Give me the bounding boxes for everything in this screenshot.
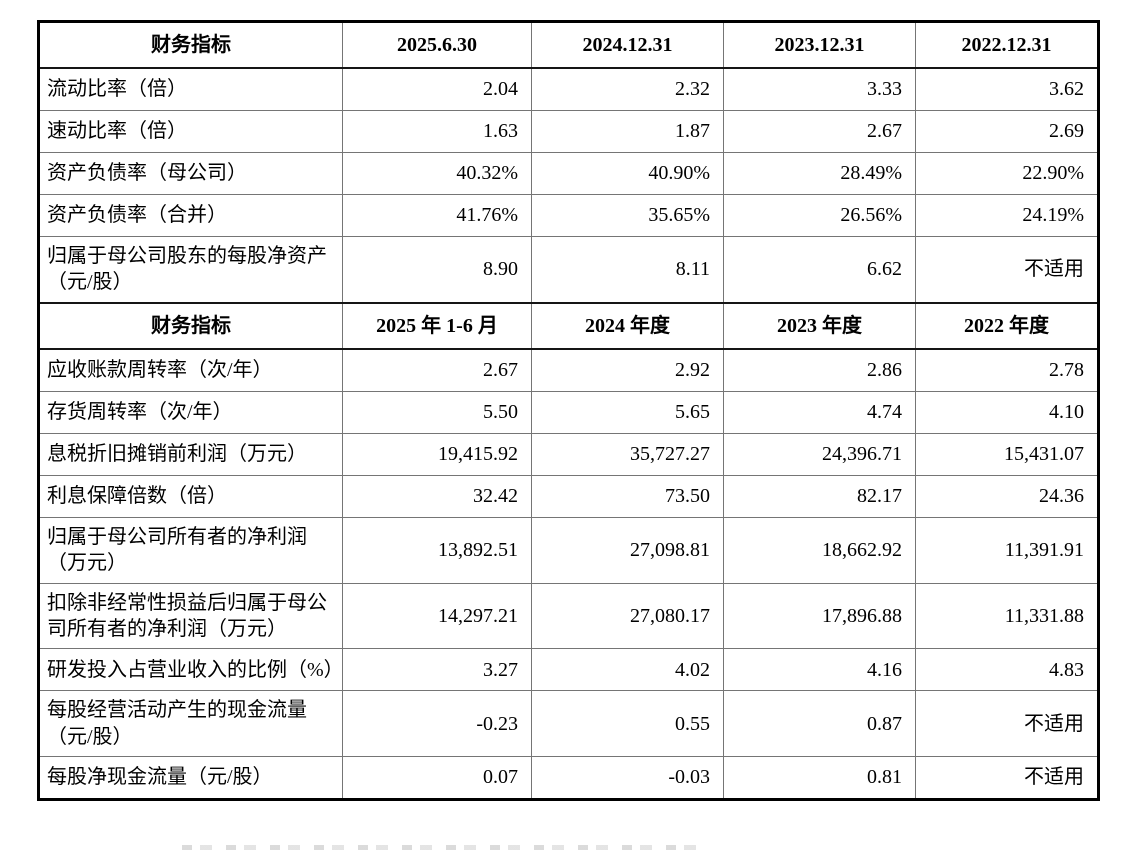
table-row: 应收账款周转率（次/年） 2.67 2.92 2.86 2.78 — [38, 348, 1099, 392]
cell-value: 2.86 — [723, 348, 916, 392]
header-col-date: 2024.12.31 — [531, 20, 724, 69]
table-row: 息税折旧摊销前利润（万元） 19,415.92 35,727.27 24,396… — [38, 432, 1099, 476]
row-label: 资产负债率（母公司） — [38, 152, 343, 195]
header-col-date: 2025.6.30 — [342, 20, 532, 69]
cell-value: 24.19% — [915, 194, 1099, 237]
cell-value: 24.36 — [915, 474, 1099, 518]
row-label: 归属于母公司所有者的净利润（万元） — [38, 516, 343, 584]
cell-value: 不适用 — [915, 235, 1099, 304]
header-col-date: 2023.12.31 — [723, 20, 916, 69]
cell-value: 1.87 — [531, 110, 724, 153]
table-header-row-periods: 财务指标 2025 年 1-6 月 2024 年度 2023 年度 2022 年… — [38, 301, 1099, 350]
table-row: 每股净现金流量（元/股） 0.07 -0.03 0.81 不适用 — [38, 756, 1099, 801]
row-label: 速动比率（倍） — [38, 110, 343, 153]
cell-value: 4.74 — [723, 390, 916, 434]
cell-value: 0.81 — [723, 756, 916, 801]
cell-value: 24,396.71 — [723, 432, 916, 476]
header-col-period: 2025 年 1-6 月 — [342, 301, 532, 350]
row-label: 研发投入占营业收入的比例（%） — [38, 648, 343, 692]
row-label: 资产负债率（合并） — [38, 194, 343, 237]
row-label: 归属于母公司股东的每股净资产（元/股） — [38, 235, 343, 304]
table-row: 存货周转率（次/年） 5.50 5.65 4.74 4.10 — [38, 390, 1099, 434]
table-row: 归属于母公司股东的每股净资产（元/股） 8.90 8.11 6.62 不适用 — [38, 235, 1099, 304]
cell-value: 40.32% — [342, 152, 532, 195]
row-label: 存货周转率（次/年） — [38, 390, 343, 434]
cell-value: 82.17 — [723, 474, 916, 518]
header-col-period: 2022 年度 — [915, 301, 1099, 350]
cell-value: 2.92 — [531, 348, 724, 392]
row-label: 每股经营活动产生的现金流量（元/股） — [38, 690, 343, 758]
cell-value: 15,431.07 — [915, 432, 1099, 476]
header-col-period: 2023 年度 — [723, 301, 916, 350]
cell-value: 4.02 — [531, 648, 724, 692]
cell-value: 2.67 — [723, 110, 916, 153]
table-row: 每股经营活动产生的现金流量（元/股） -0.23 0.55 0.87 不适用 — [38, 690, 1099, 758]
cell-value: 0.87 — [723, 690, 916, 758]
cell-value: 3.33 — [723, 67, 916, 111]
cell-value: 13,892.51 — [342, 516, 532, 584]
table-row: 利息保障倍数（倍） 32.42 73.50 82.17 24.36 — [38, 474, 1099, 518]
header-col-date: 2022.12.31 — [915, 20, 1099, 69]
cell-value: 0.55 — [531, 690, 724, 758]
cell-value: 2.04 — [342, 67, 532, 111]
clipped-text-remnant — [182, 845, 702, 850]
cell-value: 4.10 — [915, 390, 1099, 434]
table-row: 资产负债率（母公司） 40.32% 40.90% 28.49% 22.90% — [38, 152, 1099, 195]
cell-value: 27,098.81 — [531, 516, 724, 584]
cell-value: 5.65 — [531, 390, 724, 434]
cell-value: 27,080.17 — [531, 582, 724, 650]
cell-value: 32.42 — [342, 474, 532, 518]
cell-value: 5.50 — [342, 390, 532, 434]
cell-value: -0.23 — [342, 690, 532, 758]
table-row: 资产负债率（合并） 41.76% 35.65% 26.56% 24.19% — [38, 194, 1099, 237]
cell-value: 0.07 — [342, 756, 532, 801]
header-col-period: 2024 年度 — [531, 301, 724, 350]
cell-value: 1.63 — [342, 110, 532, 153]
header-label: 财务指标 — [38, 20, 343, 69]
row-label: 每股净现金流量（元/股） — [38, 756, 343, 801]
cell-value: 17,896.88 — [723, 582, 916, 650]
row-label: 应收账款周转率（次/年） — [38, 348, 343, 392]
cell-value: 11,391.91 — [915, 516, 1099, 584]
cell-value: 11,331.88 — [915, 582, 1099, 650]
cell-value: 2.69 — [915, 110, 1099, 153]
cell-value: 14,297.21 — [342, 582, 532, 650]
row-label: 扣除非经常性损益后归属于母公司所有者的净利润（万元） — [38, 582, 343, 650]
row-label: 利息保障倍数（倍） — [38, 474, 343, 518]
table-row: 流动比率（倍） 2.04 2.32 3.33 3.62 — [38, 67, 1099, 111]
cell-value: 28.49% — [723, 152, 916, 195]
row-label: 息税折旧摊销前利润（万元） — [38, 432, 343, 476]
cell-value: 4.83 — [915, 648, 1099, 692]
cell-value: 3.27 — [342, 648, 532, 692]
cell-value: 35,727.27 — [531, 432, 724, 476]
cell-value: 8.90 — [342, 235, 532, 304]
cell-value: 2.67 — [342, 348, 532, 392]
cell-value: 8.11 — [531, 235, 724, 304]
cell-value: 不适用 — [915, 690, 1099, 758]
row-label: 流动比率（倍） — [38, 67, 343, 111]
cell-value: 6.62 — [723, 235, 916, 304]
cell-value: 41.76% — [342, 194, 532, 237]
header-label: 财务指标 — [38, 301, 343, 350]
cell-value: 73.50 — [531, 474, 724, 518]
cell-value: 4.16 — [723, 648, 916, 692]
cell-value: -0.03 — [531, 756, 724, 801]
cell-value: 35.65% — [531, 194, 724, 237]
cell-value: 26.56% — [723, 194, 916, 237]
cell-value: 不适用 — [915, 756, 1099, 801]
table-row: 研发投入占营业收入的比例（%） 3.27 4.02 4.16 4.83 — [38, 648, 1099, 692]
cell-value: 2.32 — [531, 67, 724, 111]
cell-value: 3.62 — [915, 67, 1099, 111]
table-header-row-balance-dates: 财务指标 2025.6.30 2024.12.31 2023.12.31 202… — [38, 20, 1099, 69]
cell-value: 40.90% — [531, 152, 724, 195]
cell-value: 19,415.92 — [342, 432, 532, 476]
cell-value: 2.78 — [915, 348, 1099, 392]
cell-value: 18,662.92 — [723, 516, 916, 584]
financial-indicators-table: 财务指标 2025.6.30 2024.12.31 2023.12.31 202… — [37, 20, 1100, 802]
cell-value: 22.90% — [915, 152, 1099, 195]
table-row: 扣除非经常性损益后归属于母公司所有者的净利润（万元） 14,297.21 27,… — [38, 582, 1099, 650]
table-row: 归属于母公司所有者的净利润（万元） 13,892.51 27,098.81 18… — [38, 516, 1099, 584]
table-row: 速动比率（倍） 1.63 1.87 2.67 2.69 — [38, 110, 1099, 153]
